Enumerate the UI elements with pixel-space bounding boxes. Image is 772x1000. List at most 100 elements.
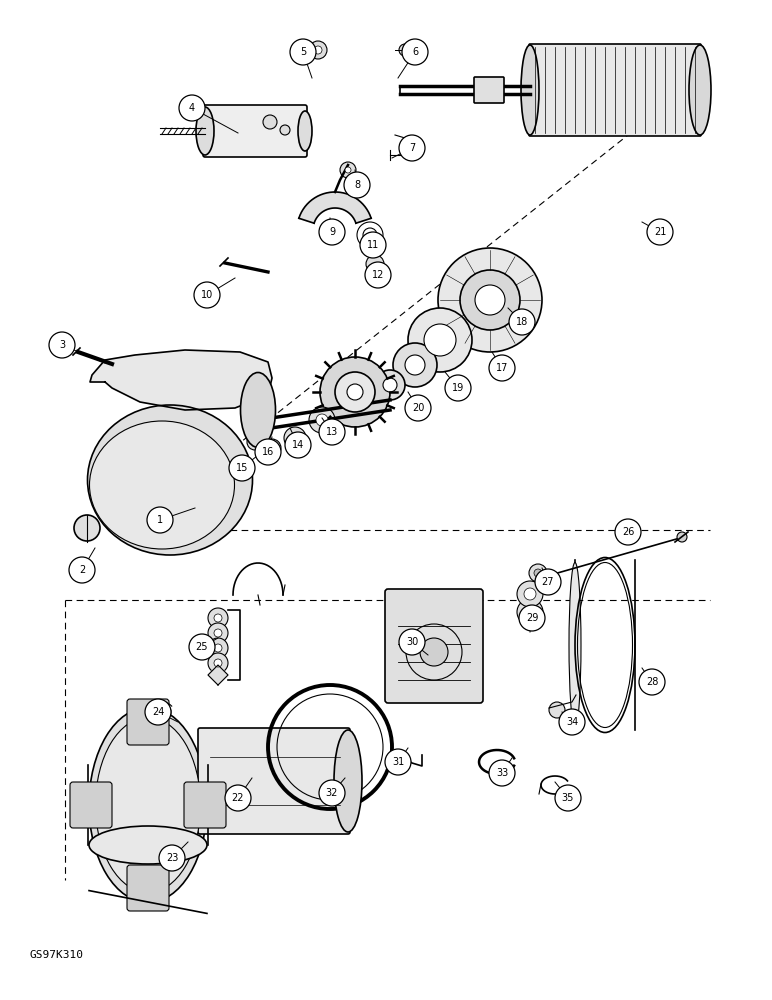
Circle shape bbox=[345, 167, 351, 173]
Circle shape bbox=[360, 232, 386, 258]
Circle shape bbox=[319, 780, 345, 806]
Ellipse shape bbox=[569, 562, 581, 728]
FancyBboxPatch shape bbox=[184, 782, 226, 828]
Circle shape bbox=[284, 427, 306, 449]
Ellipse shape bbox=[241, 372, 276, 448]
Circle shape bbox=[214, 659, 222, 667]
Circle shape bbox=[366, 255, 384, 273]
Circle shape bbox=[263, 439, 281, 457]
Text: 23: 23 bbox=[166, 853, 178, 863]
Circle shape bbox=[252, 439, 258, 445]
Text: 2: 2 bbox=[79, 565, 85, 575]
Text: 13: 13 bbox=[326, 427, 338, 437]
Circle shape bbox=[517, 599, 543, 625]
Circle shape bbox=[285, 432, 311, 458]
Circle shape bbox=[385, 749, 411, 775]
Circle shape bbox=[194, 282, 220, 308]
Text: 12: 12 bbox=[372, 270, 384, 280]
Text: 30: 30 bbox=[406, 637, 418, 647]
Circle shape bbox=[147, 507, 173, 533]
Circle shape bbox=[247, 434, 263, 450]
FancyBboxPatch shape bbox=[127, 699, 169, 745]
Circle shape bbox=[420, 638, 448, 666]
Circle shape bbox=[517, 581, 543, 607]
Circle shape bbox=[405, 395, 431, 421]
Circle shape bbox=[559, 709, 585, 735]
Circle shape bbox=[424, 324, 456, 356]
Ellipse shape bbox=[89, 826, 207, 864]
FancyBboxPatch shape bbox=[203, 105, 307, 157]
Text: 31: 31 bbox=[392, 757, 404, 767]
Ellipse shape bbox=[87, 405, 252, 555]
FancyBboxPatch shape bbox=[385, 589, 483, 703]
Ellipse shape bbox=[89, 708, 207, 902]
Text: 34: 34 bbox=[566, 717, 578, 727]
Circle shape bbox=[280, 125, 290, 135]
Circle shape bbox=[69, 557, 95, 583]
Text: 32: 32 bbox=[326, 788, 338, 798]
Circle shape bbox=[399, 135, 425, 161]
Text: 16: 16 bbox=[262, 447, 274, 457]
Circle shape bbox=[529, 564, 547, 582]
Ellipse shape bbox=[521, 45, 539, 135]
Circle shape bbox=[153, 703, 171, 721]
Circle shape bbox=[225, 785, 251, 811]
Polygon shape bbox=[208, 665, 228, 685]
Circle shape bbox=[509, 309, 535, 335]
Circle shape bbox=[290, 39, 316, 65]
Text: 26: 26 bbox=[621, 527, 634, 537]
Circle shape bbox=[214, 614, 222, 622]
Text: 35: 35 bbox=[562, 793, 574, 803]
Text: 33: 33 bbox=[496, 768, 508, 778]
Text: 5: 5 bbox=[300, 47, 306, 57]
Circle shape bbox=[208, 638, 228, 658]
Text: 4: 4 bbox=[189, 103, 195, 113]
Circle shape bbox=[214, 629, 222, 637]
Circle shape bbox=[189, 634, 215, 660]
Polygon shape bbox=[90, 350, 272, 410]
Circle shape bbox=[639, 669, 665, 695]
Circle shape bbox=[615, 519, 641, 545]
Text: 19: 19 bbox=[452, 383, 464, 393]
FancyBboxPatch shape bbox=[70, 782, 112, 828]
Ellipse shape bbox=[196, 107, 214, 155]
Ellipse shape bbox=[689, 45, 711, 135]
Text: 7: 7 bbox=[409, 143, 415, 153]
Circle shape bbox=[647, 219, 673, 245]
Circle shape bbox=[268, 444, 276, 452]
Circle shape bbox=[535, 569, 561, 595]
Text: 18: 18 bbox=[516, 317, 528, 327]
Text: 29: 29 bbox=[526, 613, 538, 623]
Circle shape bbox=[74, 515, 100, 541]
Text: GS97K310: GS97K310 bbox=[30, 950, 84, 960]
Circle shape bbox=[319, 419, 345, 445]
Circle shape bbox=[309, 41, 327, 59]
Circle shape bbox=[319, 219, 345, 245]
Circle shape bbox=[489, 760, 515, 786]
Circle shape bbox=[214, 644, 222, 652]
Text: 24: 24 bbox=[152, 707, 164, 717]
Ellipse shape bbox=[334, 730, 362, 832]
Circle shape bbox=[460, 270, 520, 330]
Circle shape bbox=[489, 355, 515, 381]
Circle shape bbox=[405, 355, 425, 375]
FancyBboxPatch shape bbox=[198, 728, 350, 834]
Circle shape bbox=[534, 569, 542, 577]
Circle shape bbox=[524, 606, 536, 618]
Circle shape bbox=[383, 378, 397, 392]
Circle shape bbox=[208, 608, 228, 628]
Ellipse shape bbox=[90, 421, 235, 549]
Circle shape bbox=[335, 372, 375, 412]
Circle shape bbox=[344, 172, 370, 198]
Circle shape bbox=[340, 162, 356, 178]
Circle shape bbox=[555, 785, 581, 811]
Text: 14: 14 bbox=[292, 440, 304, 450]
Circle shape bbox=[179, 95, 205, 121]
Circle shape bbox=[255, 439, 281, 465]
Circle shape bbox=[402, 39, 428, 65]
Circle shape bbox=[677, 532, 687, 542]
Circle shape bbox=[347, 384, 363, 400]
Circle shape bbox=[399, 629, 425, 655]
Text: 15: 15 bbox=[235, 463, 248, 473]
Circle shape bbox=[475, 285, 505, 315]
